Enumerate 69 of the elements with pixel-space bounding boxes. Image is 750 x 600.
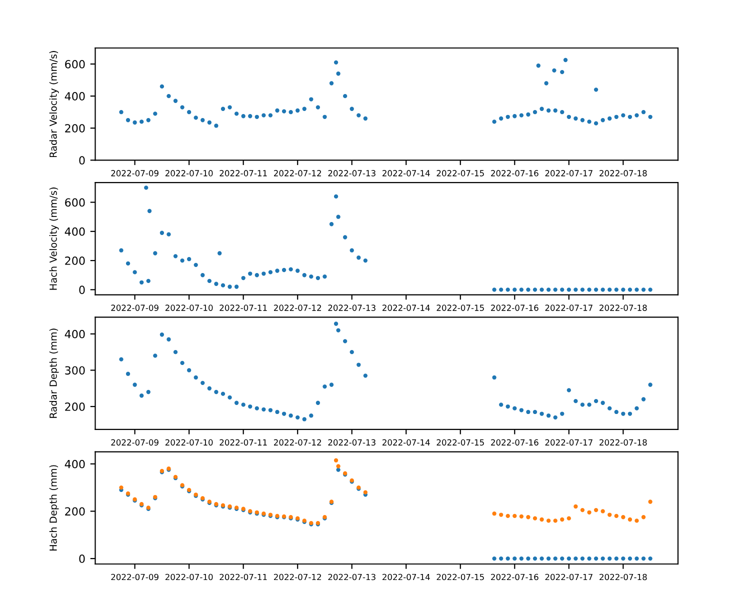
x-tick-label: 2022-07-15 [436, 439, 484, 446]
x-tick-label: 2022-07-11 [220, 304, 267, 311]
point [594, 88, 598, 92]
x-tick-label: 2022-07-10 [165, 170, 213, 176]
x-tick-label: 2022-07-13 [328, 304, 376, 311]
x-tick-label: 2022-07-12 [274, 304, 321, 311]
x-tick-label: 2022-07-10 [165, 574, 213, 580]
x-tick-label: 2022-07-11 [220, 439, 267, 446]
point [218, 251, 222, 256]
y-tick-label: 300 [65, 366, 85, 375]
y-tick-label: 0 [79, 156, 85, 165]
point [536, 64, 540, 68]
x-tick-label: 2022-07-13 [328, 170, 376, 176]
x-tick-label: 2022-07-14 [382, 304, 430, 311]
y-axis-title: Hach Depth (mm) [49, 465, 59, 551]
point [563, 58, 568, 62]
x-tick-label: 2022-07-16 [491, 574, 538, 580]
y-axis-title: Hach Velocity (mm/s) [49, 188, 59, 290]
y-tick-label: 400 [64, 227, 85, 236]
x-tick-label: 2022-07-12 [274, 439, 321, 446]
point [552, 68, 556, 73]
y-tick-label: 0 [79, 554, 85, 563]
x-tick-label: 2022-07-17 [545, 170, 592, 176]
x-tick-label: 2022-07-18 [600, 574, 647, 580]
y-tick-label: 400 [64, 460, 85, 468]
x-tick-label: 2022-07-13 [328, 574, 376, 580]
x-tick-label: 2022-07-11 [220, 574, 267, 580]
x-tick-label: 2022-07-16 [491, 170, 538, 176]
point [334, 194, 338, 199]
x-tick-label: 2022-07-10 [165, 439, 213, 446]
x-tick-label: 2022-07-16 [491, 439, 538, 446]
x-tick-label: 2022-07-18 [600, 170, 647, 176]
x-tick-label: 2022-07-17 [545, 439, 592, 446]
y-tick-label: 200 [65, 402, 85, 411]
x-tick-label: 2022-07-16 [491, 304, 538, 311]
x-tick-label: 2022-07-17 [545, 574, 592, 580]
x-tick-label: 2022-07-09 [111, 304, 158, 311]
x-tick-label: 2022-07-15 [436, 304, 484, 311]
x-tick-label: 2022-07-11 [220, 170, 267, 176]
y-tick-label: 600 [65, 198, 85, 207]
x-tick-label: 2022-07-13 [328, 439, 376, 446]
x-tick-label: 2022-07-14 [382, 574, 430, 580]
x-tick-label: 2022-07-15 [436, 574, 484, 580]
x-tick-label: 2022-07-18 [600, 439, 647, 446]
point [334, 60, 338, 65]
x-tick-label: 2022-07-14 [382, 439, 430, 446]
y-tick-label: 200 [65, 507, 85, 516]
point [544, 81, 548, 86]
x-tick-label: 2022-07-17 [545, 304, 592, 311]
x-tick-label: 2022-07-09 [111, 439, 158, 446]
point [144, 186, 148, 190]
x-tick-label: 2022-07-18 [600, 304, 647, 311]
x-tick-label: 2022-07-09 [111, 170, 158, 176]
y-axis-title: Radar Depth (mm) [49, 328, 59, 418]
y-tick-label: 400 [64, 92, 85, 100]
y-tick-label: 0 [79, 286, 85, 294]
x-tick-label: 2022-07-10 [165, 304, 213, 311]
x-tick-label: 2022-07-12 [274, 574, 321, 580]
y-tick-label: 400 [64, 330, 85, 338]
x-tick-label: 2022-07-09 [111, 574, 158, 580]
point [147, 208, 152, 214]
y-tick-label: 200 [65, 256, 85, 265]
y-tick-label: 200 [65, 124, 85, 133]
x-tick-label: 2022-07-14 [382, 170, 430, 176]
x-tick-label: 2022-07-15 [436, 170, 484, 176]
y-tick-label: 600 [65, 60, 85, 68]
point [560, 70, 564, 74]
x-tick-label: 2022-07-12 [274, 170, 321, 176]
y-axis-title: Radar Velocity (mm/s) [49, 51, 59, 158]
